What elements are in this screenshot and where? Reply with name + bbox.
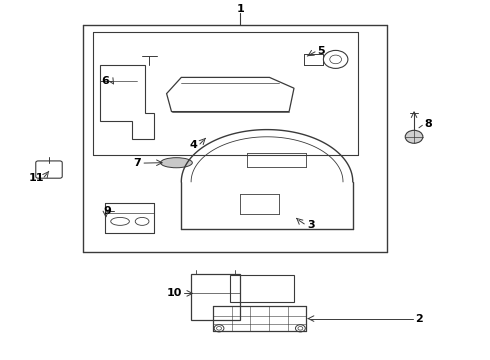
Ellipse shape <box>160 158 193 168</box>
Text: 5: 5 <box>317 46 325 56</box>
Text: 2: 2 <box>415 314 423 324</box>
Text: 7: 7 <box>133 158 141 168</box>
Text: 9: 9 <box>104 206 112 216</box>
Text: 1: 1 <box>236 4 244 14</box>
Text: 6: 6 <box>101 76 109 86</box>
Text: 10: 10 <box>166 288 182 298</box>
Text: 8: 8 <box>424 119 432 129</box>
Text: 3: 3 <box>307 220 315 230</box>
Text: 4: 4 <box>190 140 197 150</box>
Circle shape <box>405 130 423 143</box>
Text: 11: 11 <box>29 173 45 183</box>
